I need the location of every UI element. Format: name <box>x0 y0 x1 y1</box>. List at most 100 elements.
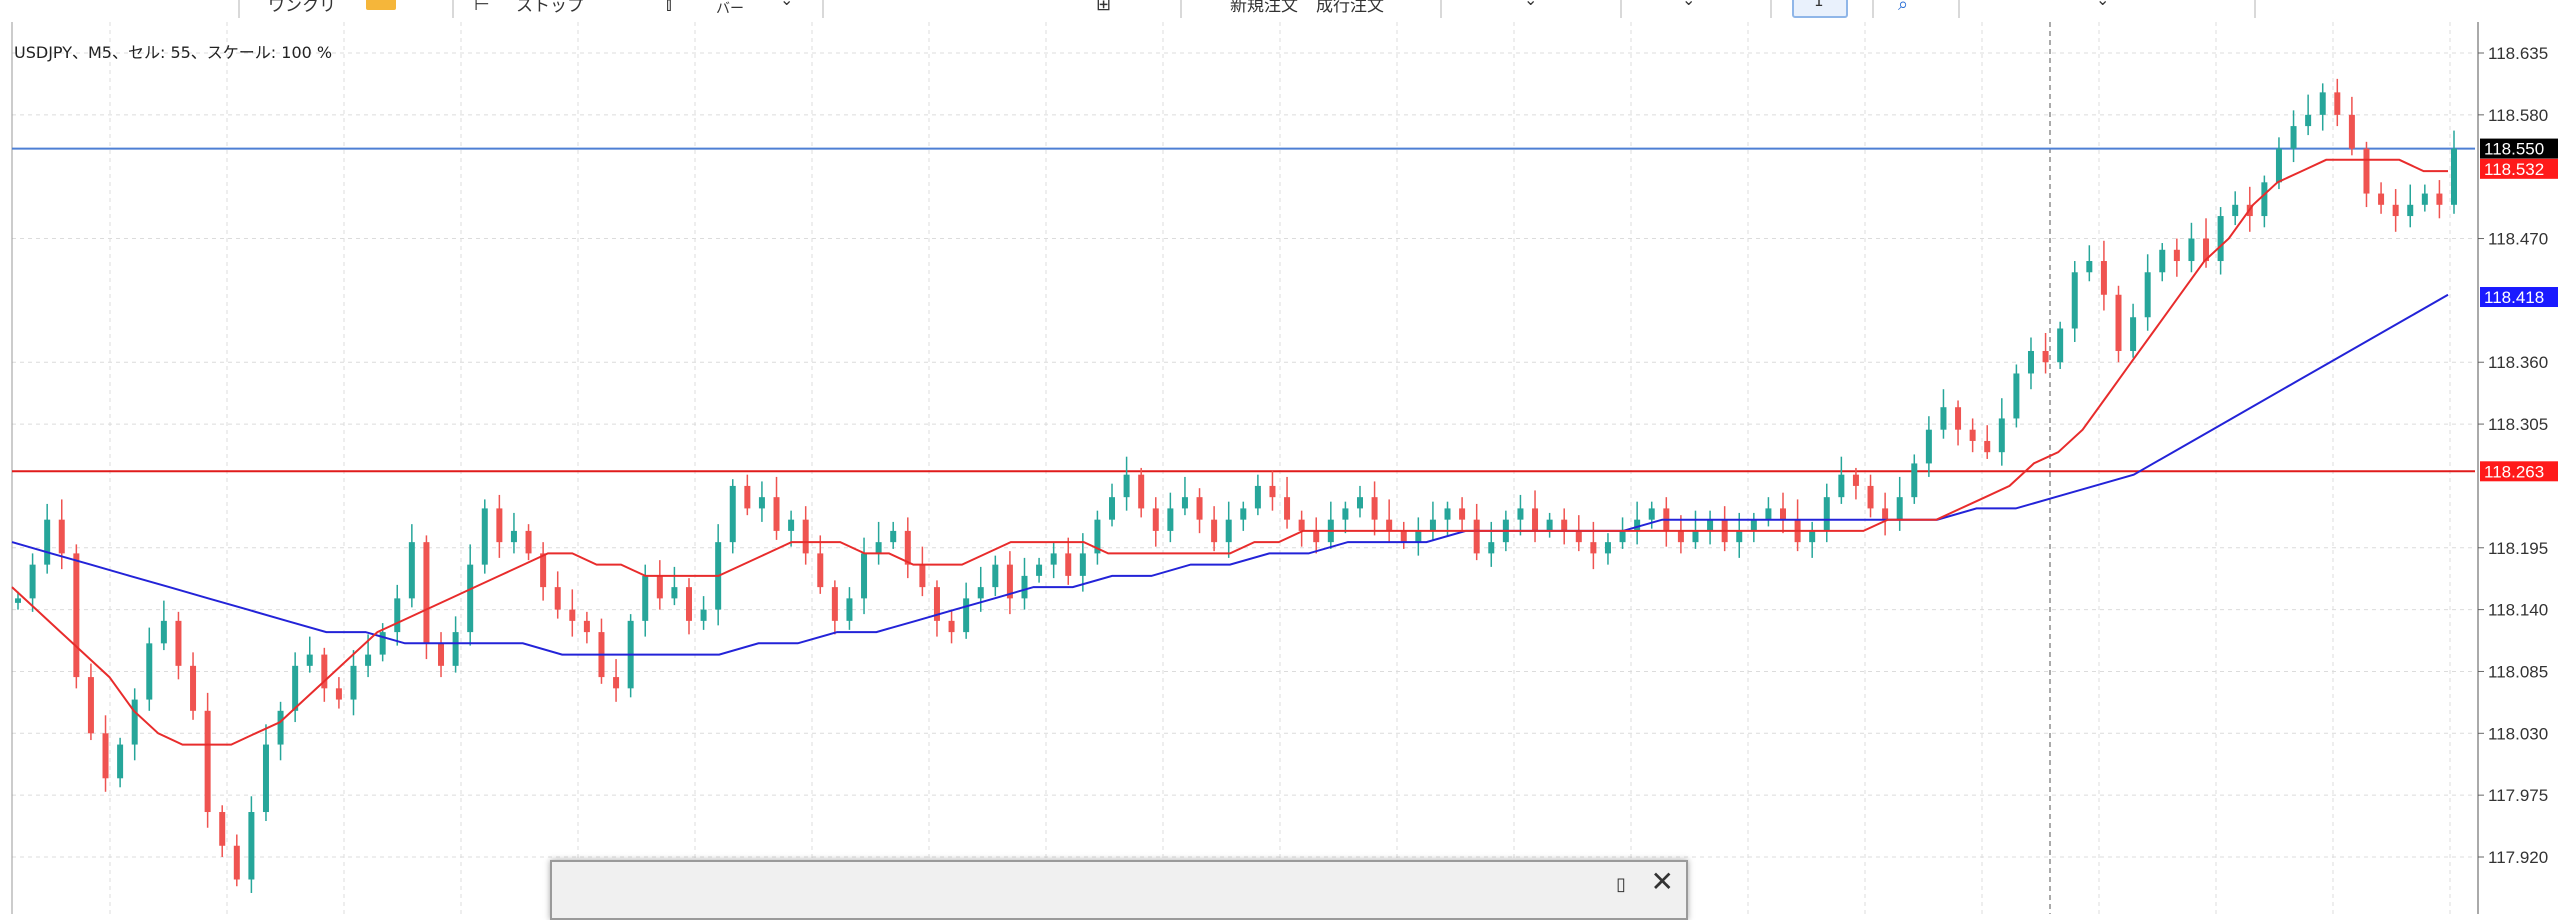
bar-chart-icon[interactable]: ⫾ <box>666 0 672 15</box>
candle-body <box>1517 508 1524 520</box>
candle-body <box>1532 508 1539 531</box>
candle-body <box>1648 508 1655 520</box>
candle-body <box>292 665 299 711</box>
candle-body <box>1634 519 1641 531</box>
candle-body <box>1838 474 1845 498</box>
candle-body <box>861 553 868 599</box>
toolbar-one-click-button[interactable]: ワンクリ <box>268 0 336 16</box>
candle-body <box>2115 294 2122 351</box>
candle-body <box>438 643 445 666</box>
candle-body <box>1167 508 1174 531</box>
candle-body <box>379 632 386 655</box>
candle-body <box>1707 519 1714 531</box>
candle-body <box>948 620 955 633</box>
candle-body <box>1240 508 1247 520</box>
candle-body <box>1459 508 1466 520</box>
toolbar-separator <box>1620 0 1622 18</box>
toolbar-separator <box>452 0 454 18</box>
candle-body <box>335 688 342 700</box>
candle-body <box>744 485 751 509</box>
candle-body <box>1225 519 1232 543</box>
candle-body <box>554 587 561 610</box>
dock-icon[interactable]: ▯ <box>1616 874 1626 895</box>
period-toggle-button[interactable] <box>1792 0 1848 18</box>
candle-body <box>2421 193 2428 205</box>
toolbar-new-order-button[interactable]: 新規注文 <box>1230 0 1298 16</box>
chevron-down-icon[interactable]: ⌄ <box>780 0 793 9</box>
candle-body <box>1181 497 1188 509</box>
candle-body <box>525 530 532 554</box>
candle-body <box>2451 148 2457 205</box>
candle-body <box>1473 519 1480 554</box>
candle-body <box>1152 508 1159 531</box>
candle-body <box>1488 542 1495 554</box>
toolbar-stop-button[interactable]: ストップ <box>516 0 584 16</box>
candle-body <box>1911 463 1918 498</box>
floating-panel[interactable]: ▯ ✕ <box>550 860 1688 920</box>
toolbar-bar-button[interactable]: バー <box>716 1 744 17</box>
candle-body <box>802 519 809 554</box>
zoom-icon[interactable]: ⌕ <box>1898 0 1909 15</box>
candle-body <box>190 665 197 711</box>
candle-body <box>496 508 503 543</box>
toolbar-separator <box>1770 0 1772 18</box>
toolbar-separator <box>822 0 824 18</box>
y-axis-label: 118.030 <box>2488 724 2548 743</box>
candle-body <box>321 654 328 689</box>
candle-body <box>1123 474 1130 498</box>
candle-body <box>175 620 182 666</box>
candle-body <box>394 598 401 633</box>
chart-canvas[interactable]: 118.635 118.580 118.470 118.360 118.305 118.1… <box>0 22 2560 914</box>
candle-body <box>540 553 547 588</box>
candle-body <box>1852 474 1859 486</box>
candle-body <box>2203 238 2210 262</box>
new-order-icon[interactable]: ⊞ <box>1096 0 1112 15</box>
candle-body <box>831 587 838 621</box>
one-click-trading-icon[interactable] <box>366 0 396 10</box>
y-axis-label: 118.305 <box>2488 415 2548 434</box>
candle-body <box>963 598 970 633</box>
chevron-down-icon[interactable]: ⌄ <box>2096 0 2109 9</box>
candle-body <box>1867 485 1874 509</box>
candle-body <box>1823 497 1830 531</box>
candle-body <box>1765 508 1772 520</box>
close-icon[interactable]: ✕ <box>1650 865 1674 898</box>
candle-body <box>408 542 415 599</box>
candle-body <box>481 508 488 565</box>
candle-body <box>2057 328 2064 363</box>
y-axis-label: 118.470 <box>2488 230 2548 249</box>
candle-body <box>44 519 51 565</box>
candle-body <box>1750 519 1757 531</box>
toolbar-separator <box>1180 0 1182 18</box>
chevron-down-icon[interactable]: ⌄ <box>1524 0 1537 9</box>
candle-body <box>817 553 824 588</box>
toolbar: ワンクリ ⊢ ストップ ⫾ バー ⌄ ⊞ 新規注文 成行注文 ⌄ ⌄ 1 ⌕ ⌄ <box>0 0 2560 22</box>
candle-body <box>2144 272 2151 318</box>
candle-body <box>73 553 80 678</box>
candle-body <box>1561 519 1568 531</box>
candle-body <box>977 587 984 599</box>
candle-body <box>1444 508 1451 520</box>
candle-body <box>1955 407 1962 430</box>
candle-body <box>1780 508 1787 520</box>
candle-body <box>1604 542 1611 554</box>
candle-body <box>1415 530 1422 543</box>
toolbar-market-order-button[interactable]: 成行注文 <box>1316 0 1384 16</box>
candle-body <box>1998 418 2005 453</box>
y-axis-label: 117.920 <box>2488 848 2548 867</box>
candle-body <box>2275 148 2282 183</box>
candle-body <box>1575 530 1582 543</box>
candle-body <box>510 530 517 543</box>
price-chart[interactable]: 118.635 118.580 118.470 118.360 118.305 118.1… <box>0 22 2560 914</box>
chevron-down-icon[interactable]: ⌄ <box>1682 0 1695 9</box>
candle-body <box>219 812 226 846</box>
candle-body <box>1736 530 1743 543</box>
chart-header-text: USDJPY、M5、セル: 55、スケール: 100 % <box>14 43 332 62</box>
candle-body <box>758 497 765 509</box>
price-label-box <box>2480 158 2558 179</box>
stop-icon[interactable]: ⊢ <box>474 0 490 15</box>
candle-body <box>1036 564 1043 576</box>
candle-body <box>248 812 255 880</box>
candle-body <box>1109 497 1116 520</box>
candle-body <box>467 564 474 633</box>
